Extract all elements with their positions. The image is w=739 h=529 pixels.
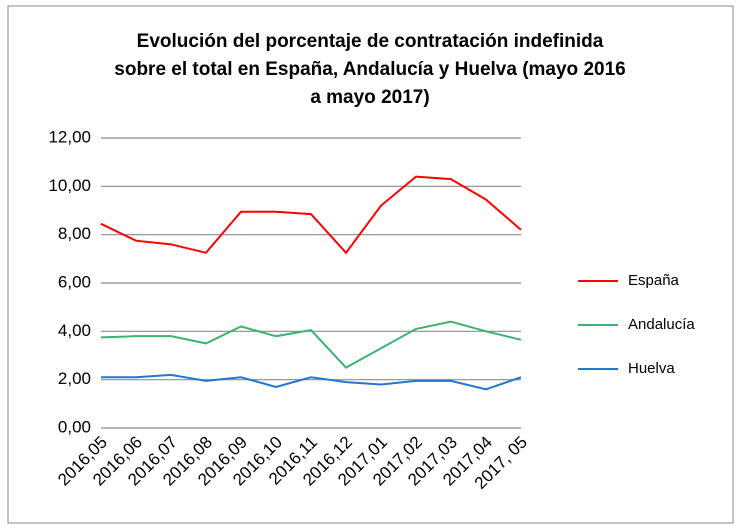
chart-title: Evolución del porcentaje de contratación… (137, 31, 604, 52)
legend-label: Huelva (628, 360, 675, 377)
data-line (100, 175, 522, 255)
y-tick-label: 6,00 (58, 272, 91, 291)
data-line (100, 320, 522, 369)
chart-title: sobre el total en España, Andalucía y Hu… (114, 59, 625, 80)
legend-label: Andalucía (628, 316, 695, 333)
y-tick-label: 10,00 (48, 176, 91, 195)
y-tick-label: 8,00 (58, 224, 91, 243)
data-line (101, 373, 522, 391)
chart-title: a mayo 2017) (310, 87, 429, 108)
legend-label: España (628, 272, 680, 289)
y-tick-label: 12,00 (48, 127, 91, 146)
y-tick-label: 2,00 (58, 369, 91, 388)
y-tick-label: 0,00 (58, 417, 91, 436)
y-tick-label: 4,00 (58, 321, 91, 340)
chart-frame (7, 5, 734, 524)
